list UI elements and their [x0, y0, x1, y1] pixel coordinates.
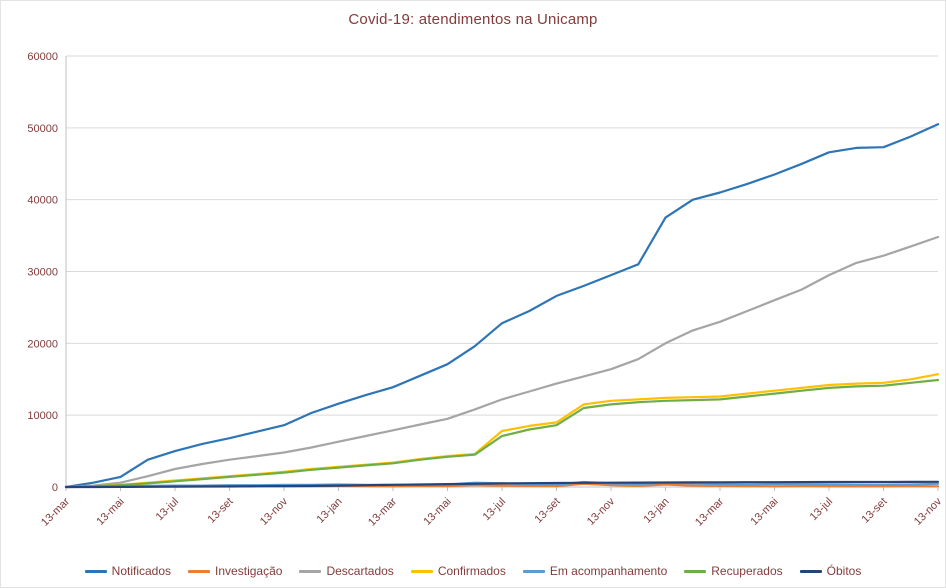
x-axis-tick-label: 13-mai	[94, 496, 126, 528]
legend-swatch-confirmados	[410, 569, 433, 573]
x-axis-tick-label: 13-nov	[258, 495, 291, 528]
series-line-notificados[interactable]	[64, 123, 940, 489]
y-axis-tick-label: 10000	[27, 410, 58, 422]
legend-label: Em acompanhamento	[549, 564, 668, 578]
legend-item-descartados[interactable]: Descartados	[299, 564, 394, 578]
legend-swatch-investigacao	[188, 569, 211, 573]
y-axis-tick-label: 0	[52, 482, 58, 494]
x-axis-tick-label: 13-mai	[421, 496, 453, 528]
chart-title: Covid-19: atendimentos na Unicamp	[348, 11, 598, 28]
x-axis-tick-label: 13-mai	[748, 496, 780, 528]
legend-item-obitos[interactable]: Óbitos	[799, 564, 862, 578]
x-axis-tick-label: 13-set	[860, 496, 890, 526]
legend-swatch-notificados	[84, 569, 107, 573]
legend-item-investigacao[interactable]: Investigação	[188, 564, 282, 578]
legend-label: Recuperados	[711, 564, 783, 578]
legend-label: Notificados	[111, 564, 172, 578]
x-axis-tick-label: 13-set	[206, 496, 236, 526]
x-axis-tick-label: 13-jul	[808, 496, 836, 524]
series-line-recuperados[interactable]	[64, 378, 940, 489]
legend-label: Descartados	[326, 564, 394, 578]
x-axis-tick-label: 13-set	[533, 496, 563, 526]
legend-swatch-obitos	[799, 569, 822, 573]
x-axis-tick-label: 13-mar	[693, 495, 726, 528]
x-axis-tick-label: 13-nov	[912, 495, 945, 528]
y-axis-tick-label: 30000	[27, 267, 58, 279]
legend-label: Confirmados	[437, 564, 506, 578]
x-axis-tick-label: 13-jul	[154, 496, 182, 524]
y-axis-tick-label: 20000	[27, 338, 58, 350]
y-axis-tick-label: 50000	[27, 123, 58, 135]
legend-swatch-descartados	[299, 569, 322, 573]
legend-swatch-em_acompanhamento	[522, 569, 545, 573]
legend-item-recuperados[interactable]: Recuperados	[684, 564, 783, 578]
x-axis-tick-label: 13-jan	[315, 496, 345, 526]
series-line-descartados[interactable]	[64, 235, 940, 489]
legend-item-notificados[interactable]: Notificados	[84, 564, 172, 578]
legend: Notificados Investigação Descartados Confir…	[11, 564, 935, 578]
y-axis-tick-label: 60000	[27, 51, 58, 63]
legend-label: Óbitos	[826, 564, 862, 578]
legend-item-confirmados[interactable]: Confirmados	[410, 564, 506, 578]
x-axis-tick-label: 13-jan	[642, 496, 672, 526]
series-line-obitos[interactable]	[64, 480, 940, 489]
x-axis-tick-label: 13-jul	[481, 496, 509, 524]
legend-item-em_acompanhamento[interactable]: Em acompanhamento	[522, 564, 668, 578]
x-axis-tick-label: 13-nov	[585, 495, 618, 528]
legend-swatch-recuperados	[684, 569, 707, 573]
x-axis-tick-label: 13-mar	[366, 495, 399, 528]
y-axis-tick-label: 40000	[27, 195, 58, 207]
legend-label: Investigação	[215, 564, 283, 578]
x-axis-tick-label: 13-mar	[39, 495, 72, 528]
